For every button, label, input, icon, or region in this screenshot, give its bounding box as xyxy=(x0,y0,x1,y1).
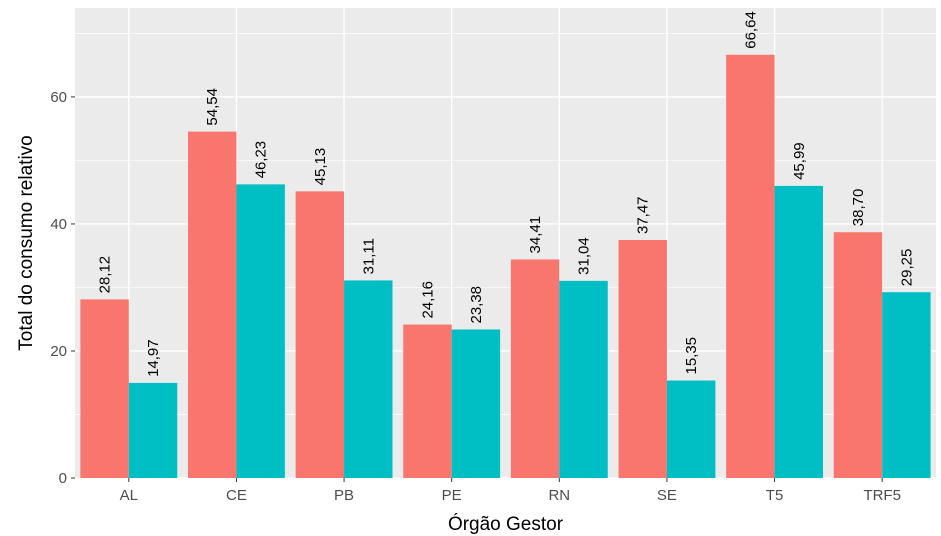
bar-rn-series-1 xyxy=(510,259,560,478)
bar-t5-series-2 xyxy=(774,185,823,478)
x-tick-label: AL xyxy=(120,487,138,504)
x-axis-title: Órgão Gestor xyxy=(448,513,564,535)
x-tick-label: PB xyxy=(334,487,354,504)
y-tick-label: 20 xyxy=(50,343,67,360)
y-tick-label: 60 xyxy=(50,89,67,106)
bar-ce-series-1 xyxy=(188,131,237,478)
bar-al-series-1 xyxy=(80,299,129,478)
data-label: 29,25 xyxy=(898,249,915,287)
bar-se-series-1 xyxy=(618,240,667,478)
x-tick-label: SE xyxy=(657,487,677,504)
x-tick-label: CE xyxy=(226,487,247,504)
data-label: 37,47 xyxy=(635,196,652,234)
data-label: 28,12 xyxy=(97,256,114,294)
data-label: 14,97 xyxy=(145,339,162,377)
x-axis: AL CE PB PE RN SE T5 TRF5 xyxy=(120,478,901,504)
bar-t5-series-1 xyxy=(726,54,775,479)
bar-ce-series-2 xyxy=(236,184,285,479)
data-label: 45,99 xyxy=(791,142,808,180)
data-label: 34,41 xyxy=(527,216,544,254)
data-label: 15,35 xyxy=(683,337,700,375)
x-tick-label: RN xyxy=(548,487,570,504)
data-label: 31,11 xyxy=(360,238,377,274)
y-axis-title: Total do consumo relativo xyxy=(16,135,37,350)
data-label: 24,16 xyxy=(419,281,436,319)
bar-trf5-series-1 xyxy=(833,232,883,478)
y-axis: 0 20 40 60 xyxy=(50,89,75,487)
data-labels: 28,12 54,54 45,13 24,16 34,41 37,47 66,64 38,70… xyxy=(97,11,916,377)
bar-pb-series-1 xyxy=(295,191,345,478)
bar-se-series-2 xyxy=(666,380,716,478)
data-label: 46,23 xyxy=(253,141,270,179)
bar-pb-series-2 xyxy=(344,280,393,478)
bar-pe-series-2 xyxy=(451,329,501,478)
data-label: 31,04 xyxy=(576,237,593,275)
x-tick-label: T5 xyxy=(766,487,784,504)
bar-trf5-series-2 xyxy=(882,292,931,478)
data-label: 54,54 xyxy=(204,88,221,126)
x-tick-label: TRF5 xyxy=(863,487,901,504)
data-label: 23,38 xyxy=(468,286,485,324)
bars xyxy=(80,54,931,479)
y-tick-label: 40 xyxy=(50,216,67,233)
bar-pe-series-1 xyxy=(403,324,452,478)
data-label: 38,70 xyxy=(850,189,867,227)
y-tick-label: 0 xyxy=(59,470,67,487)
x-tick-label: PE xyxy=(442,487,462,504)
data-label: 45,13 xyxy=(312,148,329,186)
bar-rn-series-2 xyxy=(559,280,608,478)
data-label: 66,64 xyxy=(742,11,759,49)
bar-al-series-2 xyxy=(128,382,178,478)
